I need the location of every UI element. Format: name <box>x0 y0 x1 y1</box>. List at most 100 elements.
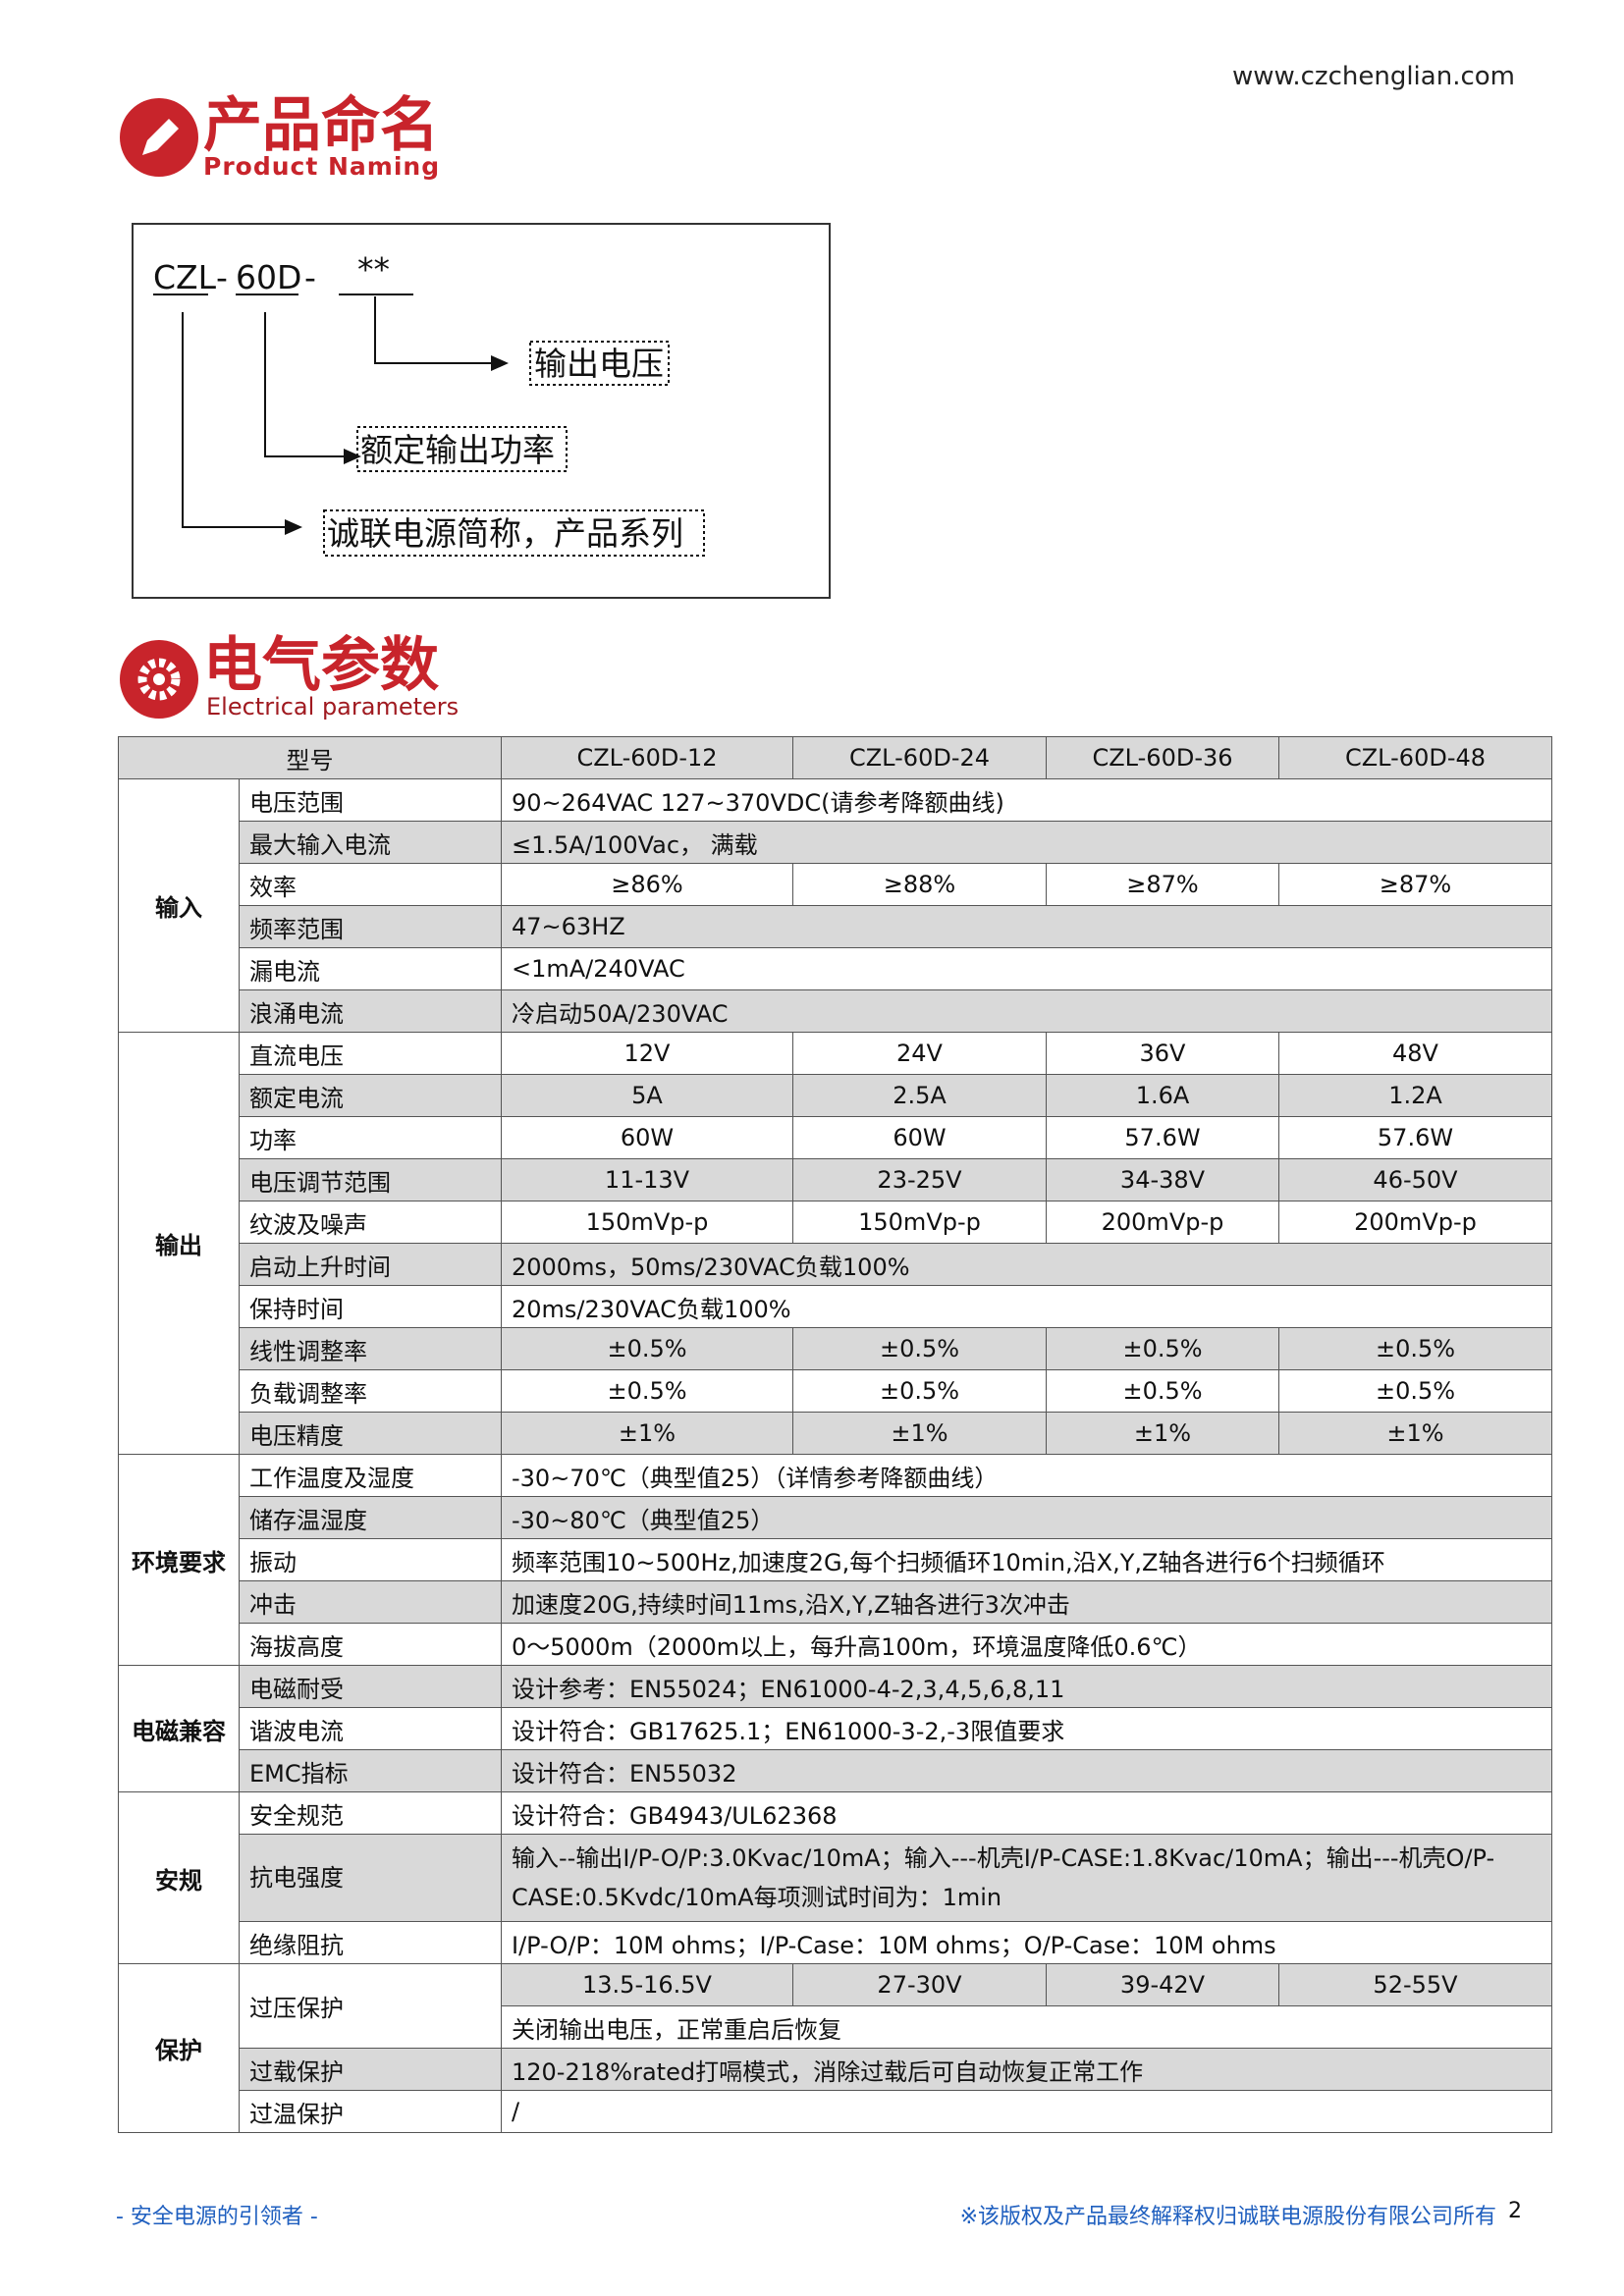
label-cell: 保持时间 <box>239 1285 502 1328</box>
value-cell: 关闭输出电压，正常重启后恢复 <box>501 2005 1552 2049</box>
spec-row: 漏电流 <1mA/240VAC <box>119 947 1552 990</box>
top-area: www.czchenglian.com 产品命名 Product Naming … <box>120 62 1515 721</box>
value-cell: 150mVp-p <box>501 1201 793 1244</box>
value-cell: ±0.5% <box>501 1327 793 1370</box>
label-cell: 线性调整率 <box>239 1327 502 1370</box>
value-cell: 2.5A <box>792 1074 1047 1117</box>
label-cell: 工作温度及湿度 <box>239 1454 502 1497</box>
value-cell: 150mVp-p <box>792 1201 1047 1244</box>
group-cell: 输出 <box>118 1032 240 1455</box>
value-cell: -30~80℃（典型值25） <box>501 1496 1552 1539</box>
value-cell: 设计符合：GB17625.1；EN61000-3-2,-3限值要求 <box>501 1707 1552 1750</box>
spec-row: 额定电流 5A 2.5A 1.6A 1.2A <box>119 1074 1552 1117</box>
label-cell: 电压调节范围 <box>239 1158 502 1201</box>
value-cell: ≥88% <box>792 863 1047 906</box>
naming-label: 诚联电源简称，产品系列 <box>327 514 683 553</box>
code-part: - <box>216 258 228 296</box>
naming-label: 额定输出功率 <box>360 431 555 469</box>
spec-row: 电压调节范围 11-13V 23-25V 34-38V 46-50V <box>119 1158 1552 1201</box>
value-cell: <1mA/240VAC <box>501 947 1552 990</box>
value-cell: 52-55V <box>1278 1963 1552 2006</box>
value-cell: ≤1.5A/100Vac， 满载 <box>501 821 1552 864</box>
label-cell: 浪涌电流 <box>239 989 502 1033</box>
value-cell: 27-30V <box>792 1963 1047 2006</box>
value-cell: 2000ms，50ms/230VAC负载100% <box>501 1243 1552 1286</box>
label-cell: 过温保护 <box>239 2090 502 2133</box>
code-part: - <box>304 258 316 296</box>
label-cell: 负载调整率 <box>239 1369 502 1413</box>
value-cell: 输入--输出I/P-O/P:3.0Kvac/10mA；输入---机壳I/P-CA… <box>501 1834 1552 1922</box>
gear <box>137 658 181 701</box>
gear-hub <box>153 673 165 685</box>
section-title: 产品命名 <box>203 91 439 160</box>
header-row: 型号 CZL-60D-12 CZL-60D-24 CZL-60D-36 CZL-60D-… <box>118 736 1552 779</box>
value-cell: 设计参考：EN55024；EN61000-4-2,3,4,5,6,8,11 <box>501 1665 1552 1708</box>
value-cell: ±1% <box>1046 1412 1279 1455</box>
value-cell: ≥87% <box>1046 863 1279 906</box>
section-subtitle: Product Naming <box>203 152 440 181</box>
spec-row: 振动 频率范围10~500Hz,加速度2G,每个扫频循环10min,沿X,Y,Z轴… <box>119 1538 1552 1581</box>
value-cell: 48V <box>1278 1032 1552 1075</box>
value-cell: 频率范围10~500Hz,加速度2G,每个扫频循环10min,沿X,Y,Z轴各进… <box>501 1538 1552 1581</box>
value-cell: ±1% <box>501 1412 793 1455</box>
value-cell: 1.6A <box>1046 1074 1279 1117</box>
value-cell: ±0.5% <box>1046 1327 1279 1370</box>
value-cell: ±1% <box>792 1412 1047 1455</box>
spec-row: 环境要求 工作温度及湿度 -30~70℃（典型值25）（详情参考降额曲线） <box>118 1454 1552 1666</box>
value-cell: I/P-O/P：10M ohms；I/P-Case：10M ohms；O/P-C… <box>501 1921 1552 1964</box>
spec-row: EMC指标 设计符合：EN55032 <box>119 1749 1552 1792</box>
spec-row: 输出 直流电压 12V 24V 36V 48V <box>118 1032 1552 1455</box>
value-cell: 120-218%rated打嗝模式，消除过载后可自动恢复正常工作 <box>501 2048 1552 2091</box>
header-cell: CZL-60D-48 <box>1278 736 1552 779</box>
footer-right: ※该版权及产品最终解释权归诚联电源股份有限公司所有 <box>959 2205 1496 2229</box>
value-cell: 23-25V <box>792 1158 1047 1201</box>
spec-row: 过载保护 120-218%rated打嗝模式，消除过载后可自动恢复正常工作 <box>119 2048 1552 2091</box>
value-cell: 60W <box>501 1116 793 1159</box>
section-title: 电气参数 <box>203 631 439 700</box>
value-cell: 57.6W <box>1278 1116 1552 1159</box>
spec-row: 纹波及噪声 150mVp-p 150mVp-p 200mVp-p 200mVp-p <box>119 1201 1552 1244</box>
label-cell: 启动上升时间 <box>239 1243 502 1286</box>
group-cell: 输入 <box>118 778 240 1033</box>
spec-row: 海拔高度 0～5000m（2000m以上，每升高100m，环境温度降低0.6℃） <box>119 1623 1552 1666</box>
value-cell: ±0.5% <box>1046 1369 1279 1413</box>
label-cell: 海拔高度 <box>239 1623 502 1666</box>
header-cell: CZL-60D-36 <box>1046 736 1279 779</box>
group-cell: 电磁兼容 <box>118 1665 240 1792</box>
spec-row: 浪涌电流 冷启动50A/230VAC <box>119 989 1552 1033</box>
spec-row: 启动上升时间 2000ms，50ms/230VAC负载100% <box>119 1243 1552 1286</box>
label-cell: 电磁耐受 <box>239 1665 502 1708</box>
value-cell: 57.6W <box>1046 1116 1279 1159</box>
naming-box <box>132 223 831 599</box>
spec-row: 电压精度 ±1% ±1% ±1% ±1% <box>119 1412 1552 1455</box>
value-cell: / <box>501 2090 1552 2133</box>
spec-row: 绝缘阻抗 I/P-O/P：10M ohms；I/P-Case：10M ohms；O… <box>119 1921 1552 1964</box>
value-cell: 60W <box>792 1116 1047 1159</box>
label-cell: 抗电强度 <box>239 1834 502 1922</box>
spec-row: 效率 ≥86% ≥88% ≥87% ≥87% <box>119 863 1552 906</box>
value-cell: ±0.5% <box>792 1327 1047 1370</box>
label-cell: 储存温湿度 <box>239 1496 502 1539</box>
label-cell: 额定电流 <box>239 1074 502 1117</box>
label-cell: 安全规范 <box>239 1791 502 1835</box>
spec-row: 保持时间 20ms/230VAC负载100% <box>119 1285 1552 1328</box>
value-cell: 设计符合：GB4943/UL62368 <box>501 1791 1552 1835</box>
label-cell: 功率 <box>239 1116 502 1159</box>
value-cell: 12V <box>501 1032 793 1075</box>
label-cell: 谐波电流 <box>239 1707 502 1750</box>
page-number: 2 <box>1508 2199 1522 2223</box>
value-cell: 冷启动50A/230VAC <box>501 989 1552 1033</box>
value-cell: 加速度20G,持续时间11ms,沿X,Y,Z轴各进行3次冲击 <box>501 1580 1552 1624</box>
spec-row: 最大输入电流 ≤1.5A/100Vac， 满载 <box>119 821 1552 864</box>
section-subtitle: Electrical parameters <box>206 693 459 721</box>
naming-label: 输出电压 <box>534 345 664 383</box>
value-cell: ±1% <box>1278 1412 1552 1455</box>
label-cell: 效率 <box>239 863 502 906</box>
spec-row: 电磁兼容 电磁耐受 设计参考：EN55024；EN61000-4-2,3,4,5,6… <box>118 1665 1552 1792</box>
spec-row: 频率范围 47~63HZ <box>119 905 1552 948</box>
spec-row: 安规 安全规范 设计符合：GB4943/UL62368 <box>118 1791 1552 1964</box>
spec-row: 储存温湿度 -30~80℃（典型值25） <box>119 1496 1552 1539</box>
value-cell: 46-50V <box>1278 1158 1552 1201</box>
spec-row: 谐波电流 设计符合：GB17625.1；EN61000-3-2,-3限值要求 <box>119 1707 1552 1750</box>
label-cell: 绝缘阻抗 <box>239 1921 502 1964</box>
